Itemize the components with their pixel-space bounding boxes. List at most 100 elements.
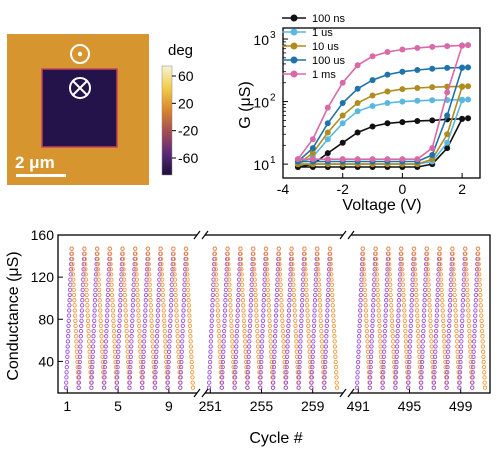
potentiation-point <box>298 344 303 349</box>
potentiation-point <box>313 292 318 298</box>
depression-point <box>186 303 192 308</box>
potentiation-point <box>433 339 438 344</box>
series-point <box>429 97 436 104</box>
depression-point <box>451 272 456 277</box>
depression-point <box>307 359 313 365</box>
depression-point <box>185 272 190 277</box>
depression-point <box>148 292 153 298</box>
series-point <box>339 112 346 119</box>
potentiation-point <box>224 272 229 277</box>
depression-point <box>318 318 323 323</box>
potentiation-point <box>471 349 476 354</box>
depression-point <box>111 313 116 318</box>
potentiation-point <box>236 292 241 298</box>
depression-point <box>218 354 223 359</box>
potentiation-point <box>153 375 158 380</box>
depression-point <box>218 364 223 370</box>
depression-point <box>244 370 249 375</box>
potentiation-point <box>470 385 475 390</box>
depression-point <box>267 313 272 318</box>
potentiation-point <box>432 359 438 365</box>
depression-point <box>149 328 155 334</box>
potentiation-point <box>474 267 480 272</box>
potentiation-point <box>423 261 429 267</box>
depression-point <box>175 323 180 329</box>
potentiation-point <box>64 370 69 375</box>
potentiation-point <box>116 334 122 339</box>
series-point <box>339 120 346 127</box>
depression-point <box>437 246 442 251</box>
potentiation-point <box>312 298 318 303</box>
potentiation-point <box>232 380 237 385</box>
potentiation-point <box>234 339 239 344</box>
depression-point <box>110 298 115 303</box>
depression-point <box>415 313 420 318</box>
potentiation-point <box>369 328 375 334</box>
depression-point <box>305 303 310 308</box>
depression-point <box>412 251 417 256</box>
potentiation-point <box>271 370 276 375</box>
depression-point <box>362 292 368 298</box>
colorbar-tick-label: -60 <box>178 150 198 166</box>
depression-point <box>401 298 406 303</box>
depression-point <box>443 359 448 365</box>
depression-point <box>268 344 274 349</box>
potentiation-point <box>169 277 175 282</box>
depression-point <box>276 251 282 256</box>
depression-point <box>412 261 417 267</box>
depression-point <box>112 339 117 344</box>
depression-point <box>113 354 118 359</box>
potentiation-point <box>420 334 426 339</box>
depression-point <box>82 246 87 251</box>
potentiation-point <box>473 298 478 303</box>
depression-point <box>443 370 448 375</box>
potentiation-point <box>246 359 251 365</box>
depression-point <box>440 303 445 308</box>
depression-point <box>404 359 410 365</box>
depression-point <box>70 256 75 262</box>
potentiation-point <box>222 318 227 323</box>
potentiation-point <box>311 328 316 334</box>
potentiation-point <box>271 359 277 365</box>
depression-point <box>330 298 335 303</box>
depression-point <box>379 359 384 365</box>
potentiation-point <box>419 375 424 380</box>
depression-point <box>279 313 285 318</box>
potentiation-point <box>180 334 185 339</box>
depression-point <box>440 313 446 318</box>
potentiation-point <box>208 354 213 359</box>
potentiation-point <box>447 318 452 323</box>
potentiation-point <box>274 292 279 298</box>
potentiation-point <box>313 277 319 282</box>
potentiation-point <box>434 308 440 313</box>
potentiation-point <box>470 370 475 375</box>
depression-point <box>147 272 152 277</box>
depression-point <box>266 303 271 308</box>
x-tick-label: 0 <box>398 181 406 197</box>
x-tick-label: 491 <box>347 398 371 414</box>
depression-point <box>70 261 75 267</box>
potentiation-point <box>103 339 109 344</box>
potentiation-point <box>140 380 145 385</box>
potentiation-point <box>167 323 173 329</box>
depression-point <box>100 354 105 359</box>
potentiation-point <box>117 308 123 313</box>
potentiation-point <box>406 385 411 390</box>
depression-point <box>241 313 246 318</box>
potentiation-point <box>143 292 149 298</box>
potentiation-point <box>67 287 73 293</box>
depression-point <box>417 364 423 370</box>
depression-point <box>177 370 182 375</box>
depression-point <box>190 370 195 375</box>
axis-break-mark <box>347 388 355 398</box>
depression-point <box>376 313 382 318</box>
depression-point <box>441 318 446 323</box>
depression-point <box>158 246 163 251</box>
potentiation-point <box>272 354 277 359</box>
depression-point <box>316 277 321 282</box>
depression-point <box>430 354 435 359</box>
depression-point <box>291 287 296 293</box>
depression-point <box>389 318 395 323</box>
potentiation-point <box>152 385 158 390</box>
